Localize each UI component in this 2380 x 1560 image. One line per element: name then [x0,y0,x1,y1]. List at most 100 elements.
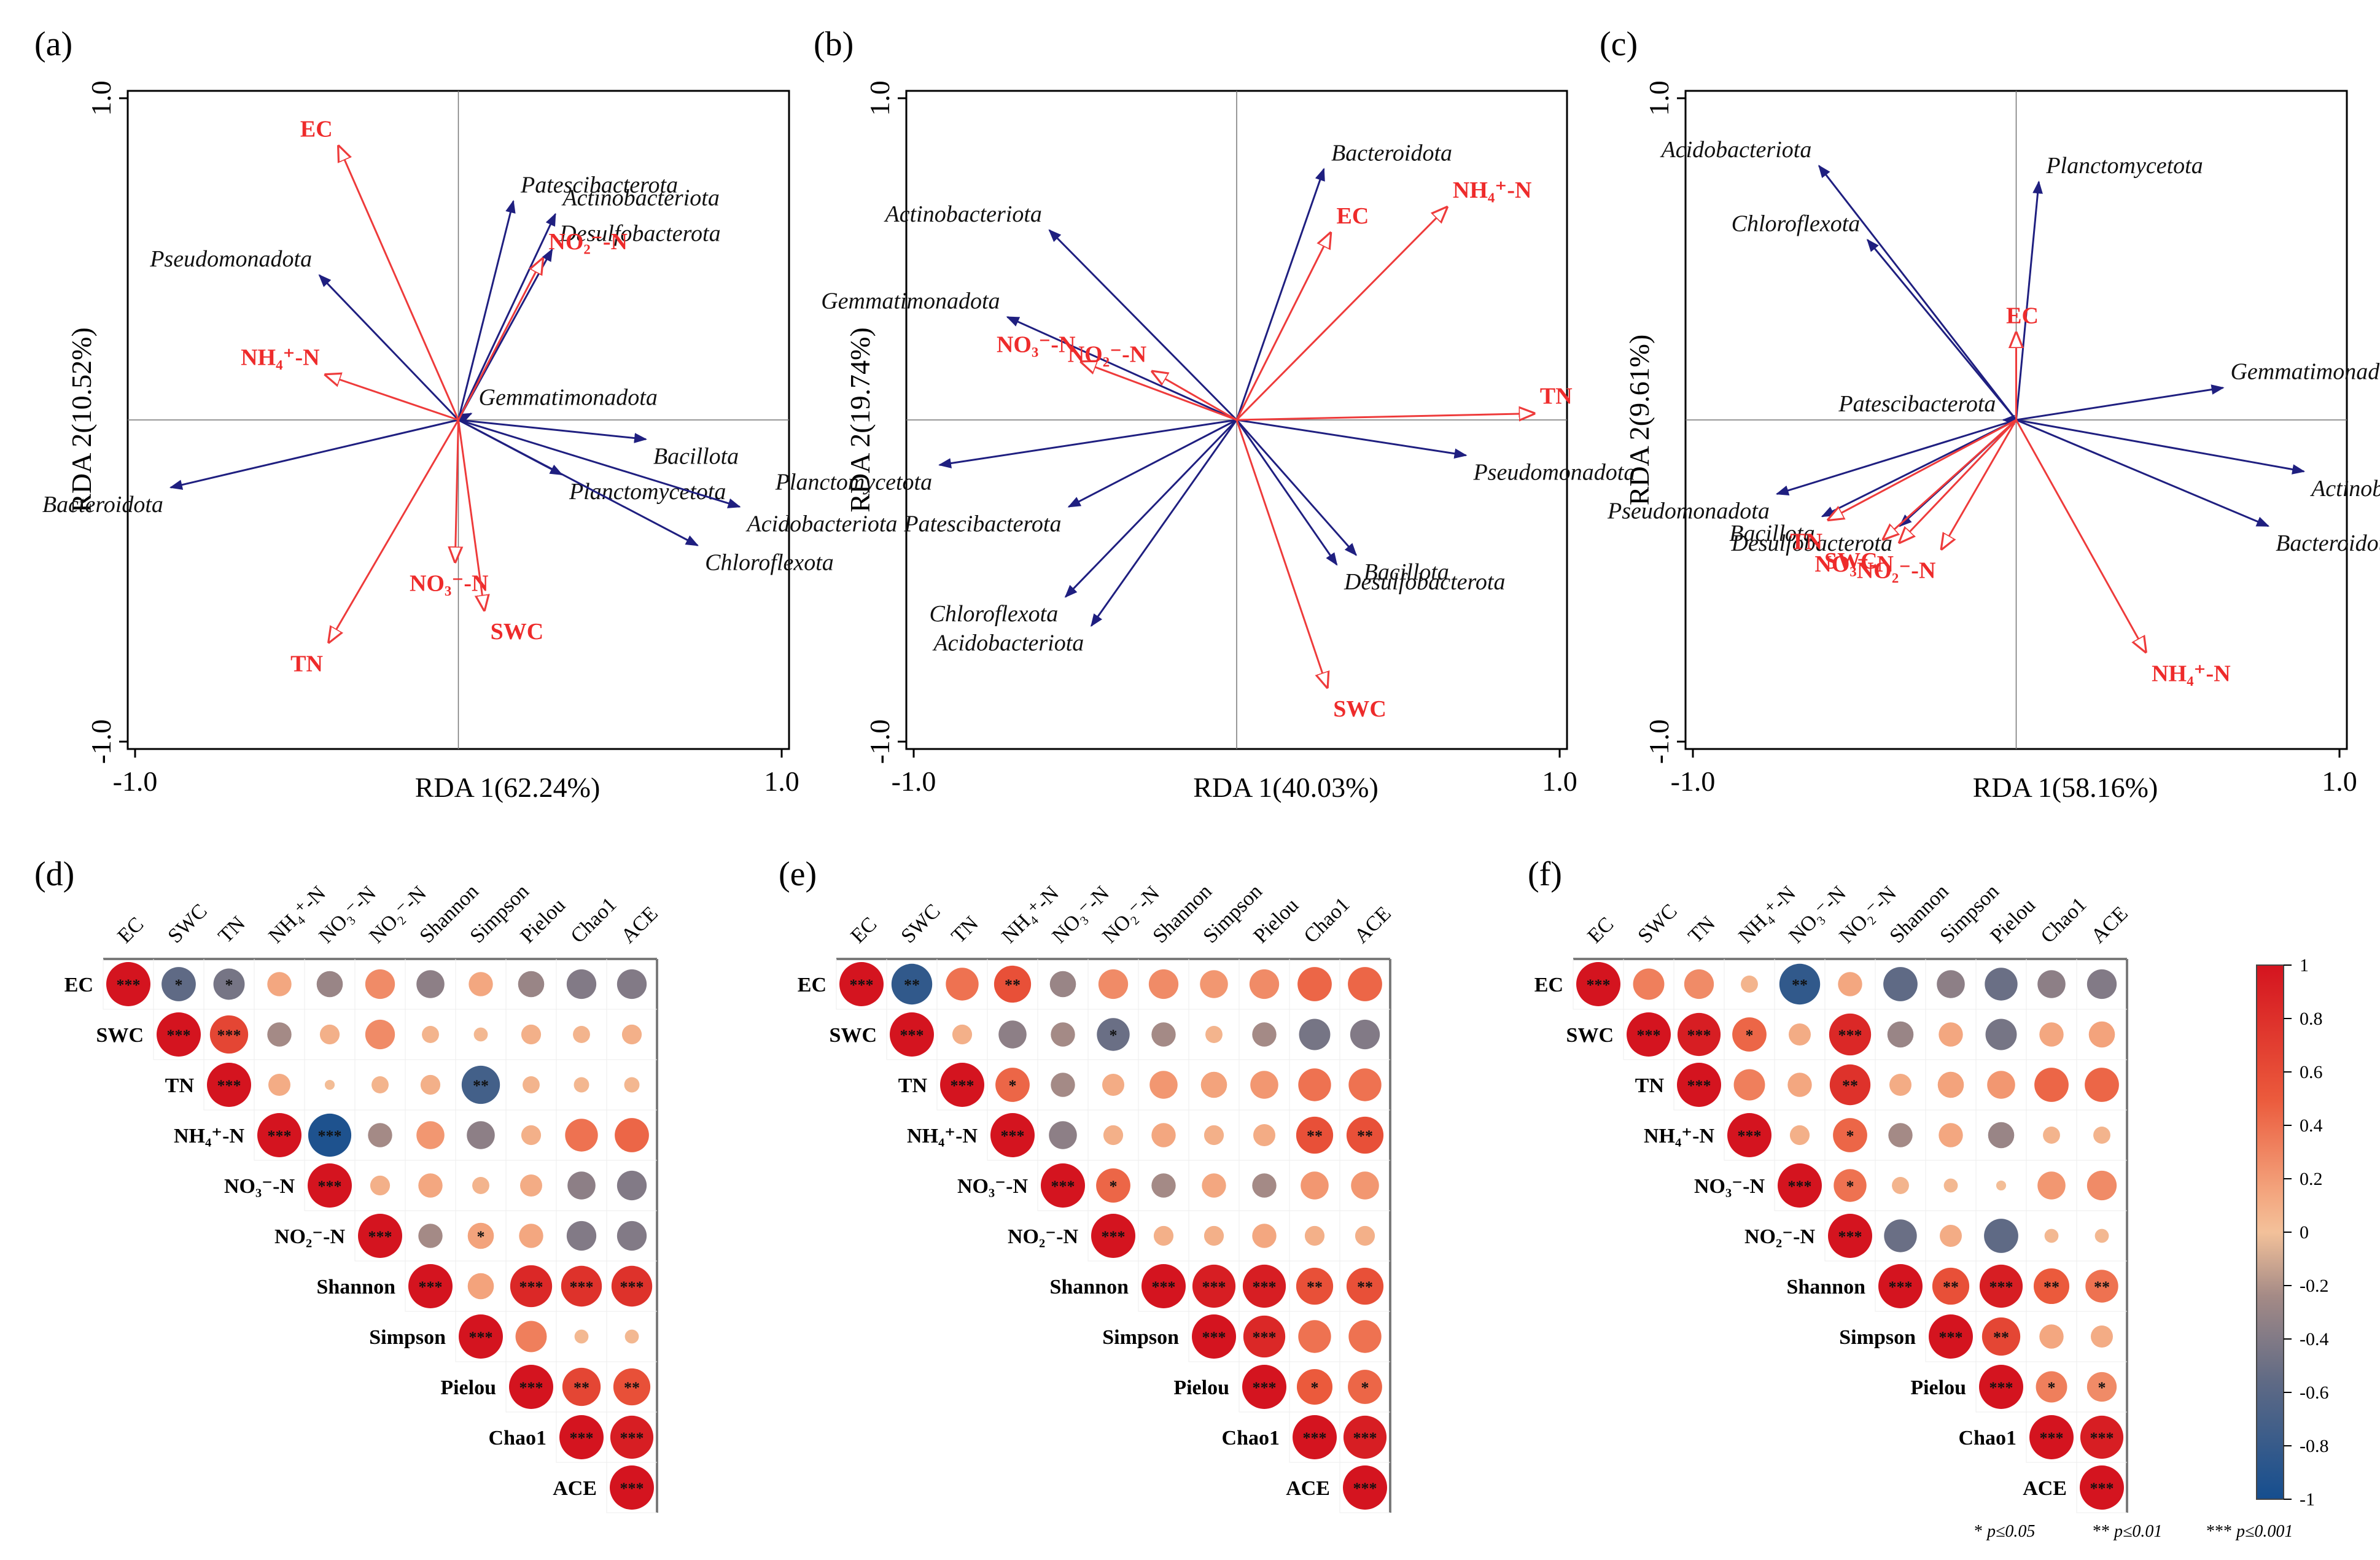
sig-note-2: ** p≤0.01 [2093,1522,2162,1541]
grid-cell [1339,1462,1391,1513]
row-label-no-n: NO₃⁻-N [1694,1175,1765,1198]
y-axis-title: RDA 2(10.52%) [66,327,97,513]
corr-circle-nh-n-shannon [1888,1123,1913,1147]
sig-label: ** [574,1379,589,1397]
corr-circle-swc-shannon [422,1026,439,1043]
corr-circle-tn-chao1 [1298,1068,1331,1101]
col-header-ace: ACE [1350,902,1395,947]
corr-circle-swc-ace [1350,1019,1380,1050]
sig-label: *** [519,1278,543,1296]
env-arrow-nh-n [326,375,459,421]
species-label-bacteroidota: Bacteroidota [2276,530,2380,556]
corr-circle-ec-tn [1684,969,1714,999]
corr-circle-tn-shannon [1889,1074,1911,1096]
corr-circle-no-n-ace [2094,1228,2109,1243]
corr-circle-simpson-chao1 [574,1329,589,1344]
row-label-tn: TN [165,1074,195,1097]
env-arrow-nh-n [2015,419,2146,651]
species-arrow-gemmatimonadota [457,413,473,424]
corr-circle-nh-n-nh-n [257,1113,301,1157]
env-arrow-no-n [457,259,543,421]
corr-circle-ec-ec [1576,962,1620,1006]
env-label-swc: SWC [491,619,544,645]
species-arrow-acidobacteriota [458,419,741,508]
corr-circle-simpson-simpson [459,1314,503,1359]
species-label-patescibacterota: Patescibacterota [1838,391,1996,417]
corr-circle-ec-swc [1633,968,1665,1000]
corr-circle-no-n-simpson [472,1177,489,1194]
corr-circle-nh-n-no-n [1049,1121,1077,1149]
corr-circle-ec-pielou [1985,968,2018,1001]
env-arrow-tn [329,419,459,642]
species-label-acidobacteriota: Acidobacteriota [1659,137,1811,163]
y-tick-label: -1.0 [864,720,895,764]
x-tick-label: -1.0 [1671,766,1716,797]
sig-label: ** [624,1379,640,1397]
corr-circle-no-n-pielou [520,1174,542,1197]
species-arrow-bacillota [1821,419,2017,518]
sig-label: *** [951,1077,974,1095]
sig-label: ** [473,1077,489,1095]
env-label-no-n: NO₃⁻-N [410,571,489,597]
corr-circle-swc-no-n [319,1024,340,1045]
rda-panel-a: (a) -1.0 1.0 1.0 -1.0 RDA 1(62.24%) RDA 2(10.5… [34,25,897,803]
corr-circle-swc-swc [890,1012,934,1057]
corr-circle-nh-n-ace [615,1118,649,1152]
env-arrow-nh-n [1235,208,1447,421]
corr-circle-tn-pielou [1250,1071,1278,1099]
row-label-ace: ACE [553,1477,597,1500]
corr-circle-tn-no-n [1102,1074,1124,1096]
colorbar-tick-label: -0.6 [2300,1383,2329,1403]
corr-circle-no-n-shannon [1892,1177,1909,1194]
env-label-no-n: NO₃⁻-N [997,332,1076,358]
species-arrow-bacillota [458,419,647,443]
corr-circle-ec-nh-n [994,965,1032,1003]
x-axis-title: RDA 1(62.24%) [415,772,601,803]
corr-circle-tn-chao1 [574,1077,589,1093]
sig-label: *** [1303,1429,1327,1447]
corr-circle-swc-tn [952,1024,973,1045]
corr-circle-nh-n-no-n [368,1123,392,1147]
corr-circle-no-n-simpson [1943,1178,1958,1193]
sig-label: *** [519,1379,543,1397]
corr-circle-ec-no-n [365,969,395,999]
corr-circle-shannon-ace [2085,1270,2118,1303]
corr-circle-ec-tn [213,968,245,1000]
col-header-chao1: Chao1 [566,893,621,948]
env-label-no-n: NO₂⁻-N [1857,558,1936,584]
corr-circle-chao1-chao1 [1293,1415,1337,1459]
corr-circle-nh-n-simpson [1939,1123,1963,1147]
species-arrow-pseudomonadota [1236,419,1468,459]
corr-circle-ec-no-n [1049,971,1076,998]
corr-circle-swc-simpson [473,1027,488,1042]
corr-circle-no-n-no-n [370,1175,391,1196]
corr-circle-no-n-no-n [1091,1214,1135,1258]
species-arrow-patescibacterota [457,200,516,421]
corr-circle-tn-nh-n [995,1068,1030,1102]
corr-circle-swc-chao1 [573,1026,590,1043]
corr-circle-no-n-pielou [519,1224,543,1248]
corr-circle-shannon-chao1 [561,1265,602,1307]
corr-circle-swc-ace [621,1024,642,1045]
species-arrow-bacillota [1235,419,1358,556]
sig-label: ** [1307,1278,1323,1296]
y-tick-label: -1.0 [1643,720,1674,764]
corr-circle-nh-n-shannon [416,1121,445,1149]
corr-circle-tn-ace [2085,1068,2119,1102]
env-arrow-no-n [455,419,458,562]
corr-circle-pielou-pielou [1979,1365,2023,1409]
corr-circle-no-n-chao1 [567,1171,596,1200]
corr-circle-ec-no-n [1098,969,1129,999]
corr-circle-swc-no-n [1051,1022,1075,1047]
env-arrow-ec [1235,233,1331,421]
species-label-bacillota: Bacillota [1364,559,1449,585]
corr-circle-no-n-pielou [1996,1180,2007,1191]
col-header-swc: SWC [163,899,211,947]
sig-label: * [477,1228,485,1246]
sig-label: ** [2044,1278,2059,1296]
col-header-ace: ACE [2086,902,2132,947]
row-label-ec: EC [1534,974,1563,996]
corr-circle-tn-shannon [420,1074,441,1095]
corr-circle-ec-ec [106,962,150,1006]
species-label-planctomycetota: Planctomycetota [775,469,932,495]
